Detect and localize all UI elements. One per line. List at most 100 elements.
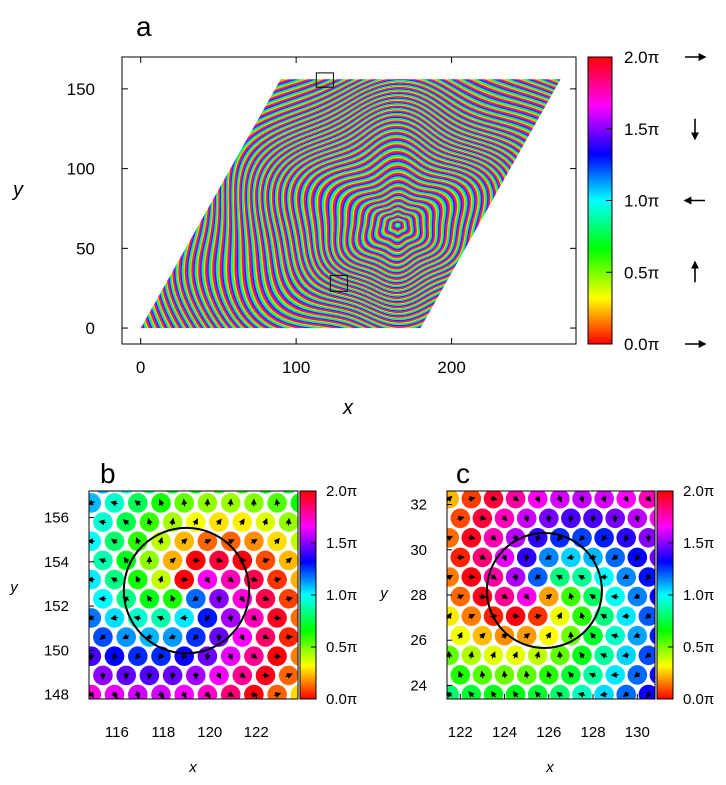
- spin-arrow: [262, 672, 270, 679]
- spin-arrow: [479, 632, 486, 640]
- spin-arrow: [123, 672, 130, 680]
- ytick-label: 26: [410, 632, 427, 649]
- spin-arrow: [250, 538, 258, 545]
- spin-site: [282, 491, 296, 494]
- spin-arrow: [122, 633, 130, 640]
- panel-a-ytick-label: 0: [86, 319, 95, 338]
- spin-arrow: [544, 554, 552, 560]
- spin-arrow: [556, 495, 563, 503]
- spin-arrow: [578, 534, 586, 541]
- panel-c-xlabel: x: [545, 759, 554, 776]
- spin-site: [649, 587, 655, 606]
- spin-arrow: [110, 500, 118, 507]
- spin-arrow: [479, 670, 486, 679]
- spin-arrow: [285, 673, 293, 679]
- spin-arrow: [490, 495, 498, 502]
- spin-arrow: [147, 482, 153, 485]
- spin-arrow: [610, 671, 619, 678]
- panel-a-colorbar-label: 0.0π: [624, 335, 659, 354]
- spin-arrow: [227, 539, 235, 545]
- spin-arrow: [645, 652, 652, 659]
- spin-arrow: [134, 500, 141, 507]
- spin-arrow: [262, 517, 268, 526]
- spin-arrow: [134, 691, 141, 699]
- spin-site: [447, 645, 459, 666]
- spin-arrow: [192, 595, 199, 602]
- spin-arrow: [523, 670, 530, 679]
- spin-arrow: [262, 558, 270, 564]
- panel-c-ticks: 122 124 126 128 130 24 26 28 30 32: [410, 497, 650, 741]
- spin-arrow: [611, 554, 619, 560]
- spin-arrow: [633, 671, 641, 678]
- spin-arrow: [204, 539, 212, 545]
- spin-site: [290, 570, 298, 590]
- zoom-box-c: [329, 274, 348, 292]
- spin-arrow: [568, 631, 575, 640]
- spin-arrow: [479, 554, 487, 560]
- spin-arrow: [590, 514, 597, 523]
- spin-arrow: [600, 495, 607, 503]
- panel-b-spins: [89, 482, 298, 699]
- spin-arrow: [179, 614, 188, 621]
- spin-arrow: [457, 594, 465, 600]
- panel-a-colorbar-label: 1.0π: [624, 192, 659, 211]
- spin-site: [142, 491, 157, 494]
- panel-a-ytick-label: 100: [67, 160, 95, 179]
- spin-arrow: [238, 633, 245, 641]
- spin-arrow: [523, 633, 531, 640]
- spin-arrow: [534, 651, 541, 659]
- spin-arrow: [157, 575, 164, 583]
- spin-arrow: [556, 612, 562, 620]
- spin-arrow: [227, 691, 235, 697]
- spin-arrow: [633, 632, 641, 638]
- spin-arrow: [633, 593, 641, 599]
- spin-arrow: [192, 633, 200, 641]
- panel-c-colorbar-ticks: 0.0π 0.5π 1.0π 1.5π 2.0π: [668, 483, 714, 708]
- colorbar-label: 0.5π: [683, 639, 714, 656]
- spin-arrow: [158, 498, 165, 507]
- spin-arrow: [273, 614, 282, 621]
- spin-arrow: [215, 557, 224, 564]
- panel-b-frame: [88, 490, 299, 700]
- zoom-box-b: [315, 72, 334, 88]
- colorbar-label: 0.0π: [326, 691, 357, 708]
- spin-site: [267, 684, 287, 699]
- spin-arrow: [457, 554, 465, 561]
- spin-arrow: [111, 691, 117, 699]
- spin-arrow: [501, 670, 508, 679]
- panel-a-colorbar-label: 2.0π: [624, 48, 659, 67]
- spin-arrow: [623, 534, 630, 543]
- spin-arrow: [156, 615, 165, 622]
- spin-site: [550, 684, 570, 699]
- panel-c-ylabel: y: [379, 585, 389, 602]
- panel-a-ytick-label: 150: [67, 80, 95, 99]
- spin-arrow: [135, 575, 142, 583]
- spin-site: [151, 684, 171, 699]
- spin-arrow: [273, 576, 282, 583]
- colorbar-label: 1.5π: [683, 535, 714, 552]
- spin-arrow: [568, 592, 575, 600]
- spin-arrow: [157, 691, 164, 699]
- spin-arrow: [490, 573, 497, 580]
- spin-arrow: [644, 612, 652, 619]
- spin-site: [189, 491, 203, 494]
- spin-arrow: [589, 593, 597, 600]
- spin-arrow: [285, 557, 292, 564]
- panel-a-label: a: [136, 11, 152, 42]
- spin-site: [649, 626, 655, 645]
- spin-arrow: [227, 614, 234, 623]
- spin-site: [212, 491, 226, 494]
- panel-a-ylabel: y: [11, 179, 24, 201]
- xtick-label: 128: [581, 724, 606, 741]
- spin-arrow: [168, 633, 176, 640]
- panel-a-xlabel: x: [342, 397, 354, 419]
- spin-arrow: [501, 593, 509, 600]
- colorbar-label: 2.0π: [326, 483, 357, 500]
- ytick-label: 154: [44, 554, 69, 571]
- spin-arrow: [89, 614, 95, 621]
- spin-arrow: [169, 557, 176, 564]
- spin-arrow: [181, 498, 188, 507]
- spin-arrow: [273, 692, 282, 698]
- spin-arrow: [588, 672, 597, 679]
